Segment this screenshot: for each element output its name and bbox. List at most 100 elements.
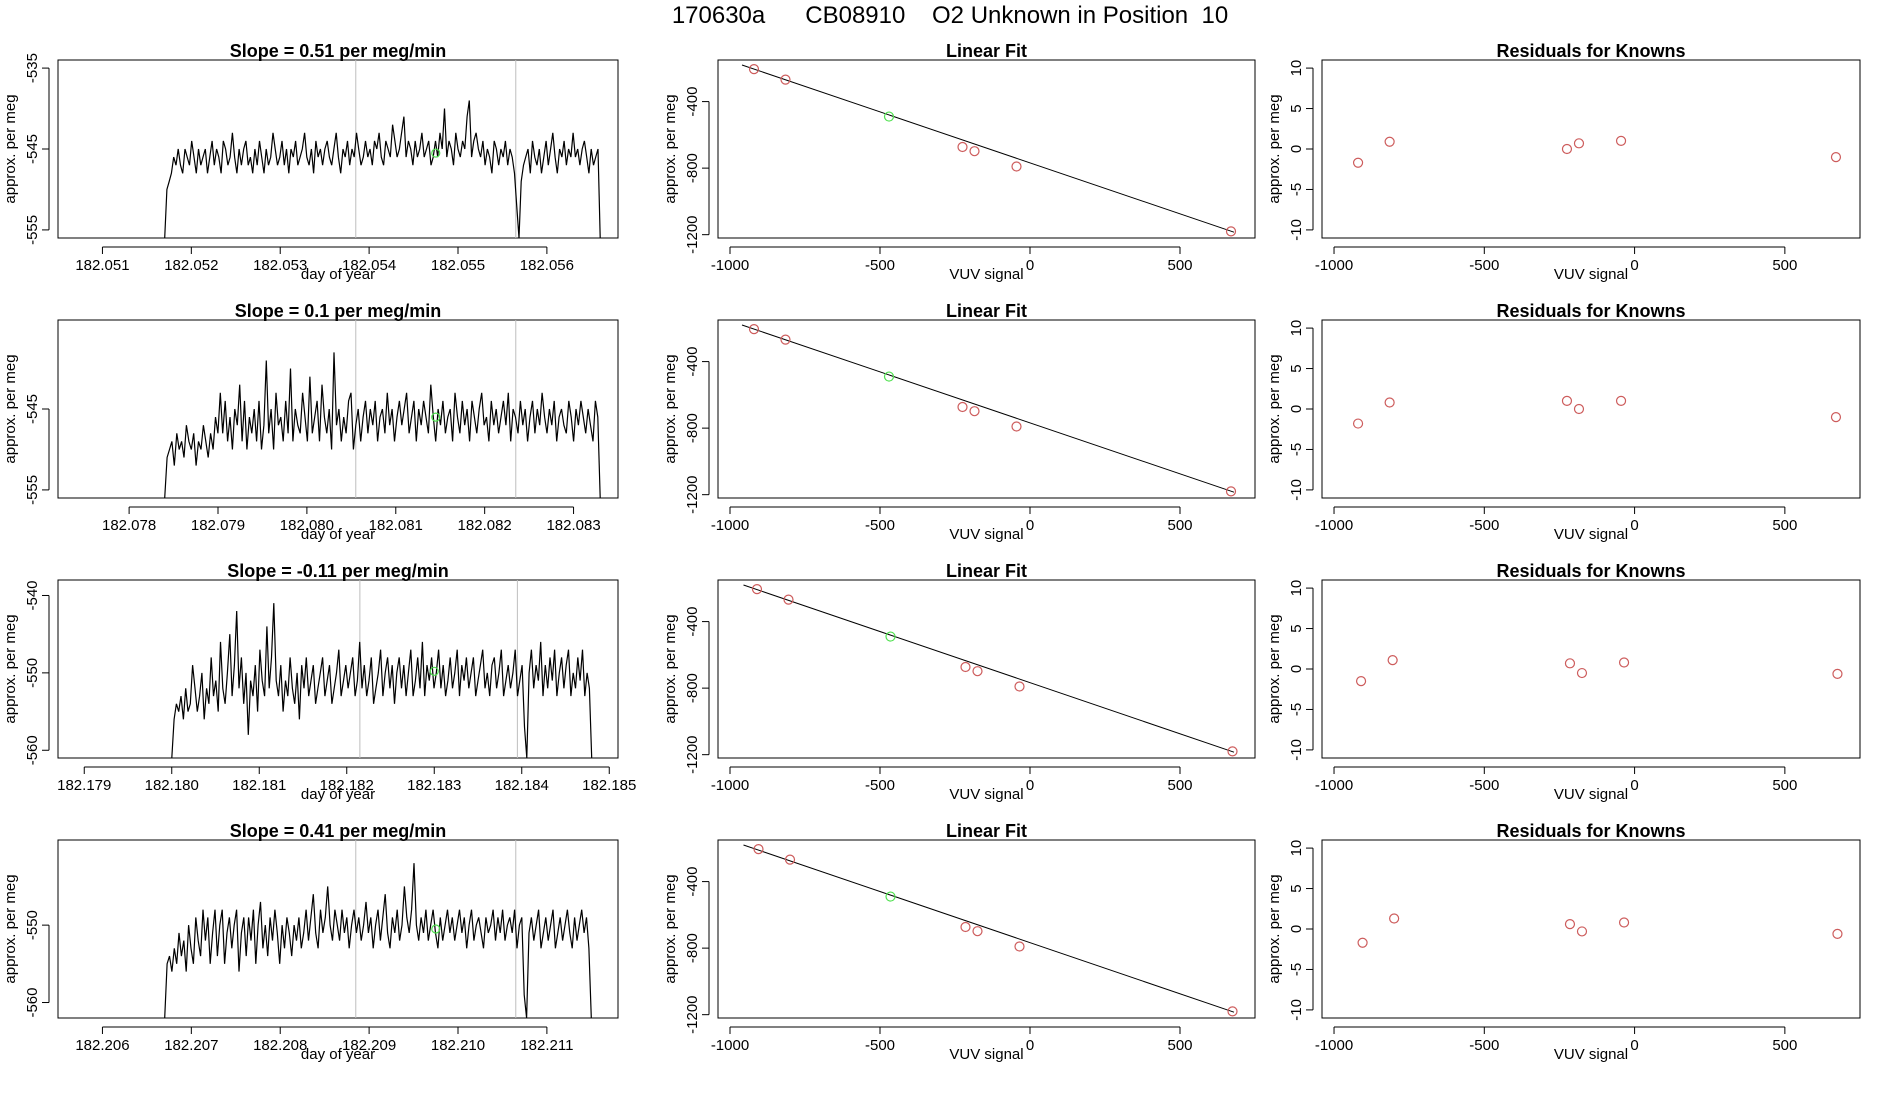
y-tick-label: -5	[1288, 183, 1305, 196]
figure-title: 170630a CB08910 O2 Unknown in Position 1…	[671, 2, 1229, 29]
x-tick-label: 500	[1167, 1037, 1192, 1054]
known-point	[753, 844, 764, 855]
y-tick-label: -545	[24, 134, 41, 164]
y-tick-label: 5	[1288, 624, 1305, 632]
x-axis-label: VUV signal	[949, 786, 1023, 803]
residual-point	[1384, 136, 1395, 147]
y-tick-label: -535	[24, 53, 41, 83]
known-point	[972, 926, 983, 937]
known-point	[1225, 226, 1237, 237]
y-tick-label: -800	[684, 933, 701, 963]
unknown-marker	[431, 412, 441, 422]
residual-point	[1832, 668, 1843, 679]
panel-title: Linear Fit	[946, 821, 1027, 841]
x-tick-label: 500	[1167, 777, 1192, 794]
x-tick-label: 0	[1630, 1037, 1638, 1054]
known-point	[960, 921, 971, 933]
x-tick-label: 182.079	[191, 517, 245, 534]
x-tick-label: 182.051	[75, 257, 129, 274]
x-tick-label: 182.208	[253, 1037, 307, 1054]
y-tick-label: -1200	[684, 995, 701, 1033]
residual-point	[1618, 657, 1630, 668]
panel-1-0	[702, 59, 1256, 254]
panel-0-2	[42, 579, 619, 774]
x-tick-label: -1000	[711, 777, 749, 794]
known-point	[748, 64, 760, 75]
panel-title: Linear Fit	[946, 41, 1027, 61]
plot-frame	[717, 839, 1256, 1019]
residual-point	[1618, 917, 1630, 928]
panel-title: Residuals for Knowns	[1496, 821, 1685, 841]
x-tick-label: -500	[865, 777, 895, 794]
series-line	[164, 100, 601, 238]
y-tick-label: 5	[1288, 104, 1305, 112]
x-tick-label: 500	[1772, 257, 1797, 274]
y-tick-label: 0	[1288, 405, 1305, 413]
x-tick-label: 182.180	[145, 777, 199, 794]
residual-point	[1576, 926, 1588, 937]
residual-point	[1564, 919, 1576, 930]
x-tick-label: 182.054	[342, 257, 396, 274]
x-tick-label: 182.182	[320, 777, 374, 794]
residual-point	[1384, 397, 1395, 408]
x-axis-label: VUV signal	[949, 526, 1023, 543]
x-tick-label: 500	[1772, 1037, 1797, 1054]
x-tick-label: 182.081	[369, 517, 423, 534]
y-tick-label: -1200	[684, 475, 701, 513]
y-axis-label: approx. per meg	[662, 94, 679, 203]
panel-1-3	[702, 839, 1256, 1034]
residual-point	[1561, 395, 1573, 407]
known-point	[960, 661, 971, 673]
residual-point	[1830, 411, 1842, 423]
y-tick-label: -555	[24, 475, 41, 505]
x-axis-label: VUV signal	[1554, 266, 1628, 283]
unknown-point	[883, 371, 895, 382]
known-point	[751, 584, 763, 595]
y-tick-label: 0	[1288, 145, 1305, 153]
residual-point	[1615, 395, 1627, 407]
plot-frame	[717, 319, 1256, 499]
x-tick-label: -500	[1469, 257, 1499, 274]
x-tick-label: 0	[1026, 517, 1034, 534]
panel-title: Residuals for Knowns	[1496, 301, 1685, 321]
x-axis-label: VUV signal	[949, 266, 1023, 283]
fit-line	[743, 844, 1235, 1013]
y-tick-label: -550	[24, 910, 41, 940]
known-point	[969, 406, 980, 417]
plot-frame	[57, 579, 619, 759]
residual-point	[1615, 135, 1627, 147]
x-tick-label: 500	[1167, 257, 1192, 274]
x-tick-label: 182.052	[164, 257, 218, 274]
x-tick-label: 182.083	[546, 517, 600, 534]
y-tick-label: -555	[24, 215, 41, 245]
plot-frame	[717, 579, 1256, 759]
x-tick-label: 182.179	[57, 777, 111, 794]
known-point	[784, 854, 796, 865]
plot-frame	[1321, 579, 1861, 759]
unknown-point	[885, 631, 896, 642]
panel-2-3	[1306, 839, 1861, 1034]
x-tick-label: 0	[1630, 777, 1638, 794]
y-axis-label: approx. per meg	[1266, 354, 1283, 463]
residual-point	[1352, 418, 1364, 429]
y-tick-label: -400	[684, 867, 701, 897]
x-tick-label: -500	[865, 1037, 895, 1054]
x-axis-label: VUV signal	[1554, 526, 1628, 543]
y-tick-label: -5	[1288, 703, 1305, 716]
panel-2-1	[1306, 319, 1861, 514]
x-axis-label: day of year	[301, 266, 375, 283]
x-tick-label: -500	[865, 257, 895, 274]
x-tick-label: -1000	[711, 517, 749, 534]
unknown-marker	[429, 666, 439, 676]
residual-point	[1355, 676, 1367, 687]
residual-point	[1832, 928, 1843, 939]
panel-2-2	[1306, 579, 1861, 774]
x-tick-label: 0	[1630, 517, 1638, 534]
panel-title: Residuals for Knowns	[1496, 561, 1685, 581]
x-tick-label: 0	[1026, 257, 1034, 274]
plot-frame	[57, 839, 619, 1019]
known-point	[1227, 746, 1238, 757]
x-tick-label: 0	[1630, 257, 1638, 274]
y-tick-label: 0	[1288, 925, 1305, 933]
